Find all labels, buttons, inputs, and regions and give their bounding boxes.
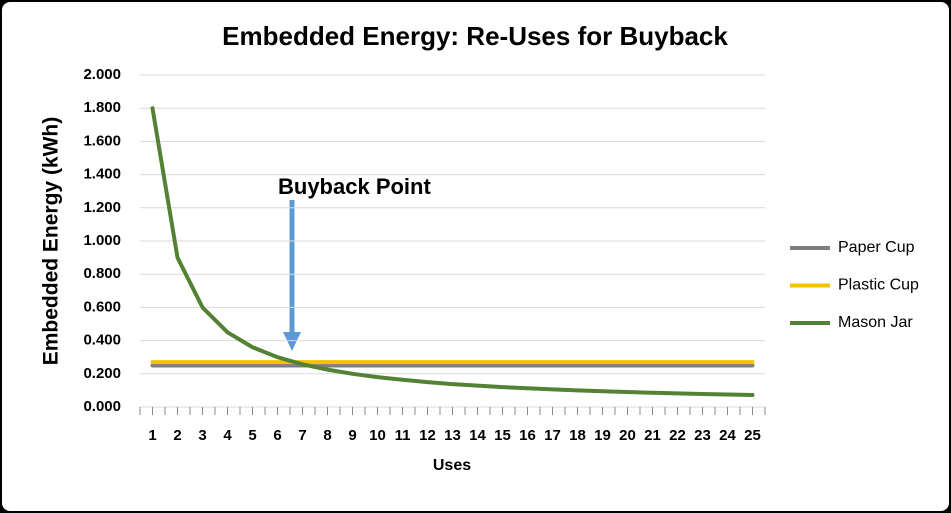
x-tick-label: 17 <box>544 427 561 444</box>
annotation: Buyback Point <box>278 174 431 199</box>
x-tick-label: 25 <box>744 427 761 444</box>
x-tick-label: 6 <box>273 427 281 444</box>
x-tick-label: 24 <box>719 427 736 444</box>
line-series <box>150 106 755 398</box>
y-tick-label: 0.800 <box>83 265 121 282</box>
legend-label: Plastic Cup <box>838 277 919 294</box>
y-tick-label: 1.000 <box>83 232 121 249</box>
arrow-head <box>283 332 301 351</box>
x-tick-label: 19 <box>594 427 611 444</box>
y-tick-label: 0.200 <box>83 365 121 382</box>
x-tick-label: 20 <box>619 427 636 444</box>
legend-label: Mason Jar <box>838 314 913 331</box>
annotation-arrow <box>283 200 301 351</box>
x-tick-label: 2 <box>173 427 181 444</box>
x-tick-label: 15 <box>494 427 511 444</box>
x-tick-label: 7 <box>298 427 306 444</box>
x-tick-label: 23 <box>694 427 711 444</box>
x-tick-label: 16 <box>519 427 536 444</box>
legend-label: Paper Cup <box>838 239 915 256</box>
y-tick-label: 0.000 <box>83 398 121 415</box>
x-tick-label: 14 <box>469 427 486 444</box>
y-tick-label: 2.000 <box>83 66 121 83</box>
x-tick-label: 9 <box>348 427 356 444</box>
y-axis-label: Embedded Energy (kWh) <box>40 117 63 366</box>
y-tick-label: 1.600 <box>83 132 121 149</box>
y-tick-label: 0.600 <box>83 298 121 315</box>
x-tick-label: 8 <box>323 427 331 444</box>
y-tick-label: 1.400 <box>83 166 121 183</box>
y-tick-label: 1.200 <box>83 199 121 216</box>
x-axis-label: Uses <box>433 457 471 474</box>
y-tick-label: 0.400 <box>83 332 121 349</box>
x-tick-label: 3 <box>198 427 206 444</box>
x-tick-label: 22 <box>669 427 686 444</box>
y-tick-label: 1.800 <box>83 99 121 116</box>
x-tick-label: 11 <box>395 427 411 444</box>
x-tick-label: 18 <box>569 427 586 444</box>
x-tick-label: 21 <box>644 427 661 444</box>
x-tick-label: 12 <box>419 427 436 444</box>
x-tick-label: 1 <box>148 427 156 444</box>
x-tick-label: 4 <box>223 427 232 444</box>
x-tick-label: 10 <box>369 427 386 444</box>
chart-title: Embedded Energy: Re-Uses for Buyback <box>222 21 728 51</box>
x-tick-label: 13 <box>444 427 461 444</box>
x-tick-label: 5 <box>248 427 256 444</box>
